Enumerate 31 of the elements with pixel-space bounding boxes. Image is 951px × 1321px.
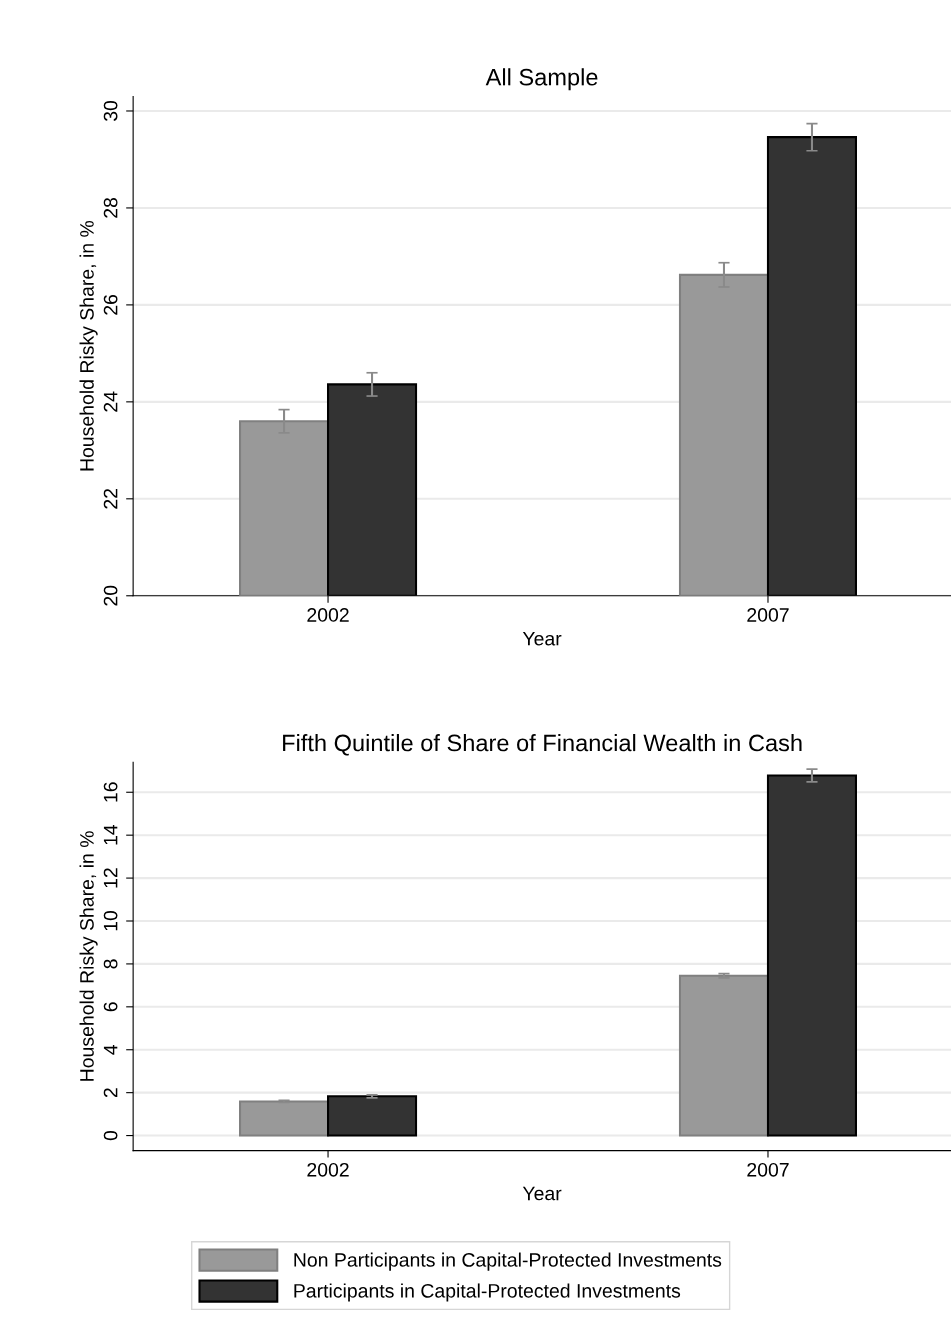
chart-title: All Sample bbox=[485, 68, 598, 91]
y-tick-label: 6 bbox=[103, 1002, 118, 1012]
y-tick-label: 16 bbox=[103, 782, 118, 802]
y-tick-label: 20 bbox=[103, 585, 118, 606]
x-tick-label: 2002 bbox=[307, 608, 349, 622]
y-axis-title: Household Risky Share, in % bbox=[79, 220, 98, 471]
x-tick-label: 2002 bbox=[307, 1162, 349, 1177]
bar bbox=[239, 1100, 330, 1137]
y-tick-label: 4 bbox=[103, 1044, 118, 1055]
chart-title: Fifth Quintile of Share of Financial Wealth in Cash bbox=[283, 734, 802, 756]
x-tick-label: 2007 bbox=[747, 1162, 789, 1177]
y-tick-label: 22 bbox=[103, 488, 118, 509]
y-tick-label: 26 bbox=[103, 294, 118, 315]
x-axis-title: Year bbox=[522, 631, 562, 646]
legend-label: Participants in Capital-Protected Investments bbox=[294, 1283, 681, 1302]
y-tick-label: 8 bbox=[103, 959, 118, 969]
y-tick-label: 30 bbox=[103, 100, 118, 122]
y-tick-label: 10 bbox=[103, 910, 118, 931]
bar bbox=[766, 774, 858, 1137]
y-tick-label: 12 bbox=[103, 868, 118, 888]
legend-label: Non Participants in Capital-Protected Investments bbox=[294, 1252, 722, 1271]
bar bbox=[678, 974, 770, 1137]
y-tick-label: 14 bbox=[103, 824, 118, 845]
y-tick-label: 28 bbox=[103, 197, 118, 218]
y-tick-label: 24 bbox=[103, 391, 118, 412]
y-axis-title: Household Risky Share, in % bbox=[79, 831, 98, 1081]
y-tick-label: 0 bbox=[103, 1130, 118, 1141]
y-tick-label: 2 bbox=[103, 1088, 118, 1098]
x-axis-title: Year bbox=[522, 1186, 562, 1201]
bar bbox=[327, 1095, 418, 1137]
x-tick-label: 2007 bbox=[747, 608, 789, 622]
